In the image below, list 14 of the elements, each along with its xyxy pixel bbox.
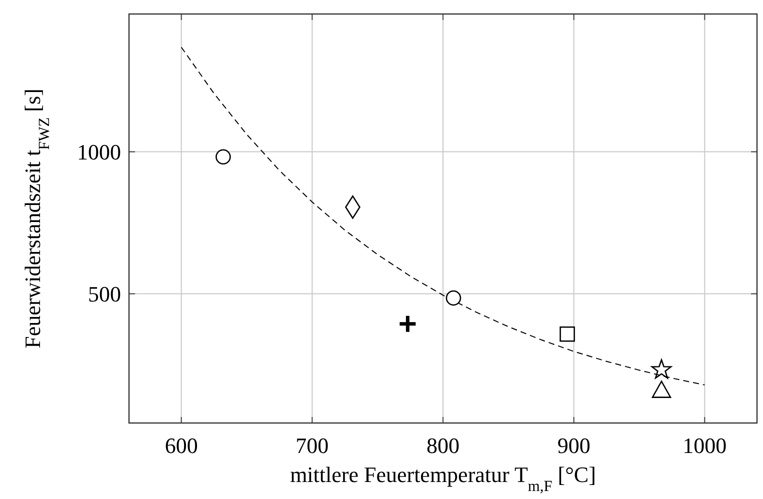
line-series xyxy=(180,46,706,386)
x-axis-title: mittlere Feuertemperatur T$_{m,F}$ [°C] xyxy=(290,462,596,494)
point xyxy=(398,314,418,334)
point xyxy=(216,149,231,165)
x-tick-label: 800 xyxy=(426,433,460,458)
point xyxy=(560,326,575,342)
x-tick-label: 600 xyxy=(164,433,198,458)
x-tick-label: 1000 xyxy=(682,433,727,458)
point xyxy=(651,359,672,379)
point xyxy=(446,290,462,306)
x-tick-label: 900 xyxy=(557,433,590,458)
y-tick-label: 500 xyxy=(88,281,121,306)
point xyxy=(652,380,672,398)
x-tick-label: 700 xyxy=(296,433,329,458)
